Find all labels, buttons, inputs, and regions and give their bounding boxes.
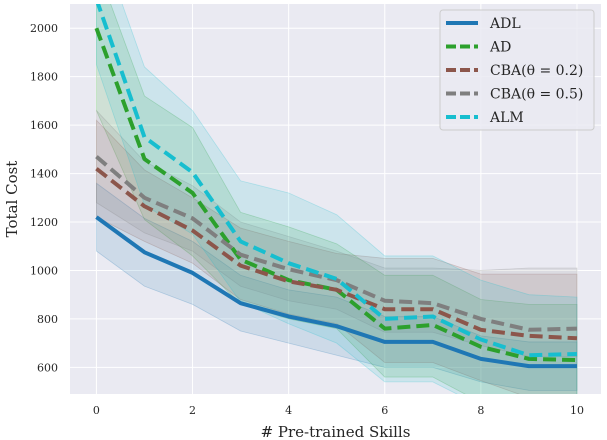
legend-box: [439, 9, 595, 131]
legend-label-1: AD: [489, 40, 511, 56]
x-axis-label: # Pre-trained Skills: [261, 423, 411, 440]
y-tick-label: 1000: [30, 264, 58, 277]
band-4: [96, 4, 578, 394]
x-tick-label: 8: [477, 404, 484, 417]
series-line-0: [95, 215, 577, 369]
x-tick-label: 4: [285, 404, 292, 417]
legend-label-3: CBA(θ = 0.5): [490, 87, 583, 103]
series-line-3: [95, 155, 578, 332]
band-0: [96, 182, 578, 391]
series-line-2: [95, 167, 578, 341]
y-tick-label: 600: [37, 361, 58, 374]
y-tick-label: 1200: [30, 216, 58, 229]
x-tick-label: 2: [189, 404, 196, 417]
x-tick-label: 6: [381, 404, 388, 417]
legend-label-2: CBA(θ = 0.2): [490, 63, 583, 79]
series-line-4: [95, 4, 578, 358]
grid: [70, 4, 601, 394]
y-tick-label: 1400: [30, 168, 58, 181]
confidence-bands: [96, 4, 578, 394]
y-tick-label: 2000: [30, 22, 58, 35]
x-tick-label: 0: [93, 404, 100, 417]
band-3: [96, 109, 578, 357]
y-axis-ticks: 600 800 1000 1200 1400 1600 1800 2000: [30, 22, 58, 374]
y-tick-label: 800: [37, 313, 58, 326]
legend-label-0: ADL: [489, 16, 521, 32]
legend-label-4: ALM: [489, 110, 524, 126]
y-tick-label: 1600: [30, 119, 58, 132]
band-2: [96, 119, 578, 394]
y-tick-label: 1800: [30, 71, 58, 84]
y-axis-label: Total Cost: [3, 161, 21, 238]
x-axis-ticks: 0 2 4 6 8 10: [93, 404, 584, 417]
band-1: [96, 4, 578, 394]
series-lines: [94, 4, 578, 369]
x-tick-label: 10: [570, 404, 584, 417]
legend: ADL AD CBA(θ = 0.2) CBA(θ = 0.5) ALM: [439, 9, 595, 131]
